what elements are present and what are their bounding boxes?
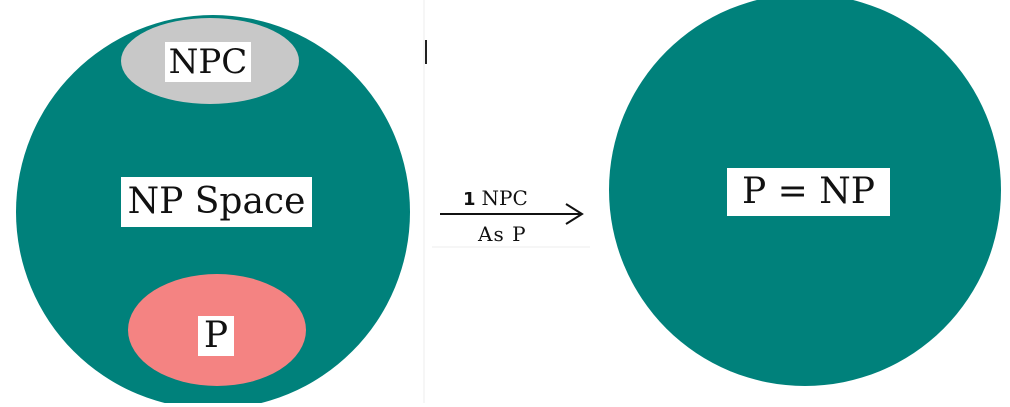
arrow-number: 1 xyxy=(463,189,476,210)
arrow-bottom-label: As P xyxy=(478,222,527,246)
p-label: P xyxy=(198,316,234,356)
arrow-top-label: 1 NPC xyxy=(463,188,528,209)
arrow-top-text: NPC xyxy=(481,186,528,210)
p-equals-np-label: P = NP xyxy=(727,168,890,216)
npc-label: NPC xyxy=(165,42,251,82)
arrow-head xyxy=(565,203,584,225)
np-space-label: NP Space xyxy=(121,177,312,227)
